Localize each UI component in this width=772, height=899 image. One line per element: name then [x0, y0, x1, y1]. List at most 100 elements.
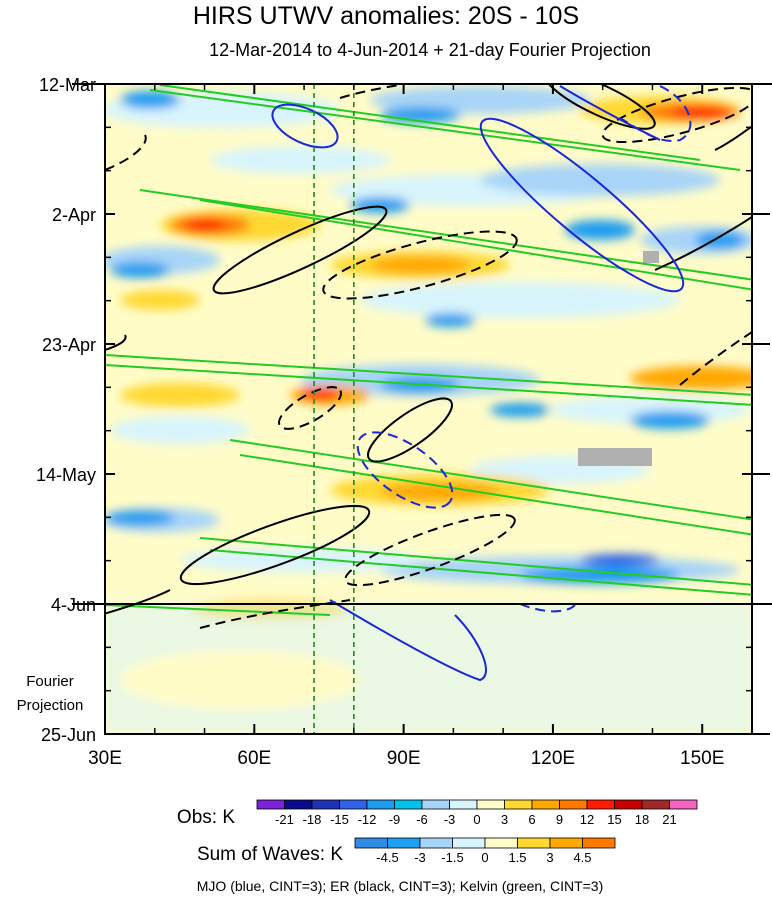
obs-colorbar-title: Obs: K	[177, 807, 235, 828]
projection-label-line1: Fourier	[26, 673, 74, 690]
colorbar-swatch	[582, 837, 616, 849]
x-tick-label: 120E	[531, 748, 575, 769]
plot-field	[105, 84, 752, 734]
kelvin-contour	[159, 84, 701, 161]
er-contour-negative	[344, 513, 516, 587]
er-contour-negative	[199, 599, 351, 629]
er-contour	[105, 589, 171, 615]
obs-colorbar: -21 -18 -15 -12 -9 -6 -3 0 3 6 9 12 15 18 21	[256, 799, 698, 827]
colorbar-swatch	[669, 799, 698, 810]
waves-colorbar-title: Sum of Waves: K	[197, 844, 343, 865]
x-tick-label: 30E	[88, 748, 122, 769]
colorbar-swatch	[256, 799, 285, 810]
er-contours	[105, 84, 752, 615]
colorbar-label: -3	[444, 812, 456, 827]
y-tick-label: 12-Mar	[39, 75, 96, 95]
colorbar-label: -4.5	[376, 850, 398, 865]
y-tick-label: 25-Jun	[41, 725, 96, 745]
anomaly-patches	[105, 86, 752, 734]
kelvin-contour	[229, 439, 752, 521]
colorbar-label: 4.5	[573, 850, 591, 865]
kelvin-contour	[199, 537, 752, 586]
kelvin-contour	[105, 604, 331, 616]
mjo-contour-negative	[356, 431, 454, 509]
x-tick-label: 90E	[387, 748, 421, 769]
colorbar-label: 21	[662, 812, 676, 827]
x-axis: 30E 60E 90E 120E 150E	[88, 84, 724, 769]
er-contour	[212, 205, 388, 295]
colorbar-swatch	[586, 799, 615, 810]
colorbar-label: 1.5	[508, 850, 526, 865]
mjo-contour	[329, 599, 487, 682]
kelvin-contour	[199, 199, 752, 291]
colorbar-label: -6	[416, 812, 428, 827]
mjo-contour-negative	[519, 603, 576, 613]
colorbar-label: 3	[546, 850, 553, 865]
er-contour-negative	[322, 230, 518, 300]
colorbar-swatch	[421, 799, 450, 810]
colorbar-swatch	[311, 799, 340, 810]
mjo-contours-negative	[356, 85, 692, 613]
y-axis: 12-Mar 2-Apr 23-Apr 14-May 4-Jun 25-Jun	[36, 75, 770, 745]
colorbar-swatch	[549, 837, 583, 849]
colorbar-swatch	[484, 837, 518, 849]
kelvin-contour	[139, 189, 752, 281]
chart-title: HIRS UTWV anomalies: 20S - 10S	[192, 2, 580, 30]
colorbar-label: -15	[330, 812, 349, 827]
y-tick-label: 14-May	[36, 465, 96, 485]
colorbar-label: 12	[580, 812, 594, 827]
colorbar-swatch	[354, 837, 388, 849]
er-contour-negative	[601, 86, 752, 144]
colorbar-label: -12	[358, 812, 377, 827]
kelvin-contour	[105, 354, 752, 396]
mjo-contour	[271, 103, 339, 149]
mjo-contour-negative	[619, 85, 692, 142]
x-tick-label: 150E	[680, 748, 724, 769]
er-contour	[654, 215, 752, 271]
er-contour	[367, 397, 453, 463]
er-contour	[179, 504, 371, 586]
er-contour-negative	[679, 330, 752, 386]
colorbar-label: -18	[303, 812, 322, 827]
colorbar-swatch	[559, 799, 588, 810]
projection-label-line2: Projection	[17, 697, 84, 714]
kelvin-contour	[149, 89, 741, 171]
colorbar-swatch	[419, 837, 453, 849]
waves-colorbar: -4.5 -3 -1.5 0 1.5 3 4.5	[354, 837, 616, 865]
er-contour	[714, 125, 752, 151]
colorbar-label: -21	[275, 812, 294, 827]
colorbar-swatch	[504, 799, 533, 810]
contour-legend: MJO (blue, CINT=3); ER (black, CINT=3); …	[196, 878, 604, 894]
er-contour-negative	[105, 134, 147, 171]
colorbar-swatch	[366, 799, 395, 810]
colorbar-swatch	[531, 799, 560, 810]
chart-subtitle: 12-Mar-2014 to 4-Jun-2014 + 21-day Fouri…	[209, 40, 651, 60]
colorbar-swatch	[387, 837, 421, 849]
missing-data	[643, 251, 659, 263]
colorbar-swatch	[339, 799, 368, 810]
mjo-contours	[271, 85, 685, 682]
er-contour-negative	[278, 386, 342, 430]
er-contour-negative	[339, 84, 401, 99]
colorbar-swatch	[452, 837, 486, 849]
colorbar-swatch	[449, 799, 478, 810]
colorbar-label: 9	[556, 812, 563, 827]
er-contour	[105, 334, 127, 351]
er-contour	[544, 84, 656, 130]
x-tick-label: 60E	[237, 748, 271, 769]
colorbar-swatch	[284, 799, 313, 810]
colorbar-label: 0	[473, 812, 480, 827]
er-contours-negative	[105, 84, 752, 629]
colorbar-label: 6	[528, 812, 535, 827]
colorbar-swatch	[517, 837, 551, 849]
colorbar-label: 18	[635, 812, 649, 827]
colorbar-swatch	[476, 799, 505, 810]
kelvin-contour	[105, 364, 752, 406]
y-tick-label: 2-Apr	[52, 205, 96, 225]
colorbar-label: 3	[501, 812, 508, 827]
kelvin-contour	[239, 454, 752, 536]
colorbar-label: -1.5	[441, 850, 463, 865]
colorbar-label: 15	[607, 812, 621, 827]
mjo-contour	[479, 117, 685, 293]
